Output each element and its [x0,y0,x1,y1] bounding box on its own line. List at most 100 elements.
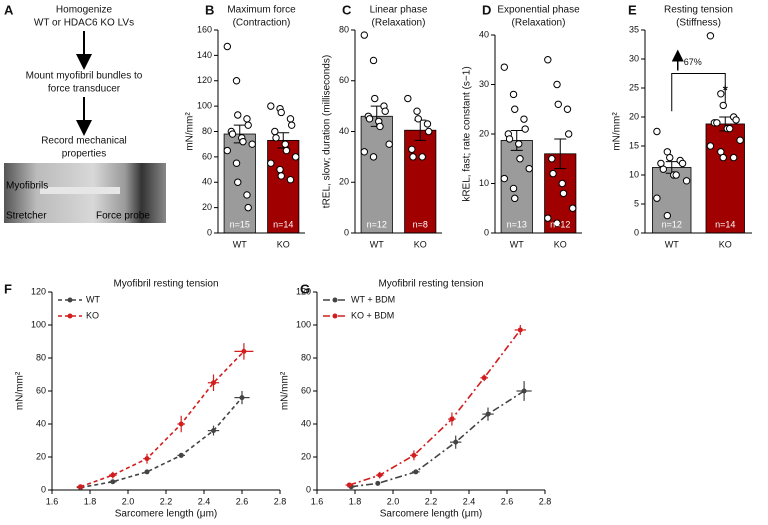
data-point [271,127,279,136]
data-point [521,388,527,394]
data-point [713,119,721,127]
legend-label: KO [86,310,99,320]
step-text: properties [62,149,106,160]
series-line [349,329,521,486]
x-tick-label: 2.2 [160,496,173,506]
data-point [360,31,369,39]
data-point [559,189,568,198]
y-tick-label: 20 [301,451,311,461]
x-tick-label: KO [554,239,567,249]
x-tick-label: WT [233,239,247,249]
series-line [80,350,245,488]
data-point [516,155,524,163]
legend-label: WT + BDM [351,294,395,304]
data-point [517,327,523,333]
data-point [511,194,519,203]
chart-title: Exponential phase [497,5,580,16]
y-tick-label: 160 [197,24,212,34]
y-axis-label: mN/mm² [280,371,291,410]
y-tick-label: 0 [41,484,46,494]
data-point [515,140,523,148]
y-tick-label: 100 [31,319,46,329]
data-point [706,142,715,150]
panel-label: C [342,2,352,17]
y-tick-label: 0 [306,484,311,494]
data-point [481,375,487,381]
data-point [369,153,378,161]
x-tick-label: 2.4 [463,496,476,506]
y-axis-label: kREL, fast; rate constant (s−1) [462,66,473,201]
data-point [110,472,116,478]
chart-title: Linear phase [370,5,428,16]
data-point [234,178,242,186]
data-point [659,165,668,173]
x-tick-label: 1.6 [311,496,324,506]
data-point [211,428,216,434]
y-tick-label: 30 [629,53,639,63]
photo-label: Stretcher [6,211,47,222]
data-point [418,153,426,161]
x-tick-label: KO [277,239,290,249]
y-tick-label: 20 [202,202,212,212]
data-point [409,153,417,161]
n-label: n=14 [273,219,293,229]
y-tick-label: 20 [36,451,46,461]
x-tick-label: WT [510,239,524,249]
photo-label: Force probe [96,211,150,222]
chart-title: Resting tension [664,5,733,16]
legend-marker [332,297,338,303]
y-tick-label: 80 [36,352,46,362]
data-point [272,134,280,142]
panel-label: D [482,2,491,17]
data-point [346,482,352,488]
step-text: Mount myofibril bundles to [26,71,143,82]
data-point [544,214,552,222]
x-tick-label: 2.4 [198,496,211,506]
data-point [672,171,680,179]
data-point [653,127,661,136]
chart-title: (Stiffness) [676,18,721,29]
data-point [678,159,687,168]
data-point [371,94,379,103]
y-axis-label: mN/mm² [185,112,196,151]
step-text: Homogenize [56,5,113,16]
data-point [381,107,389,115]
data-point [267,159,275,167]
data-point [725,124,734,133]
data-point [414,115,422,123]
panel-label: E [628,2,637,17]
y-tick-label: 80 [339,24,349,34]
data-point [377,472,383,478]
data-point [223,146,232,155]
chart-title: (Relaxation) [512,18,566,29]
x-tick-label: WT [665,239,679,249]
n-label: n=8 [413,219,428,229]
data-point [277,108,285,117]
y-tick-label: 60 [36,385,46,395]
data-point [682,177,691,185]
y-tick-label: 20 [479,128,489,138]
panel-label: A [4,2,14,17]
n-label: n=15 [230,219,250,229]
data-point [232,77,241,85]
data-point [736,136,744,144]
chart-title: (Contraction) [233,18,291,29]
y-tick-label: 10 [479,178,489,188]
legend-marker [67,297,73,303]
x-tick-label: WT [370,239,384,249]
y-tick-label: 40 [202,177,212,187]
legend-marker [332,313,338,319]
data-point [276,165,284,174]
data-point [408,145,416,153]
data-point [500,174,509,183]
y-tick-label: 15 [629,140,639,150]
data-point [553,219,561,227]
myofibril [40,187,120,194]
data-point [500,63,509,71]
y-tick-label: 0 [344,227,349,237]
data-point [267,102,275,110]
bar [360,115,393,234]
data-point [110,479,116,485]
y-tick-label: 60 [339,75,349,85]
